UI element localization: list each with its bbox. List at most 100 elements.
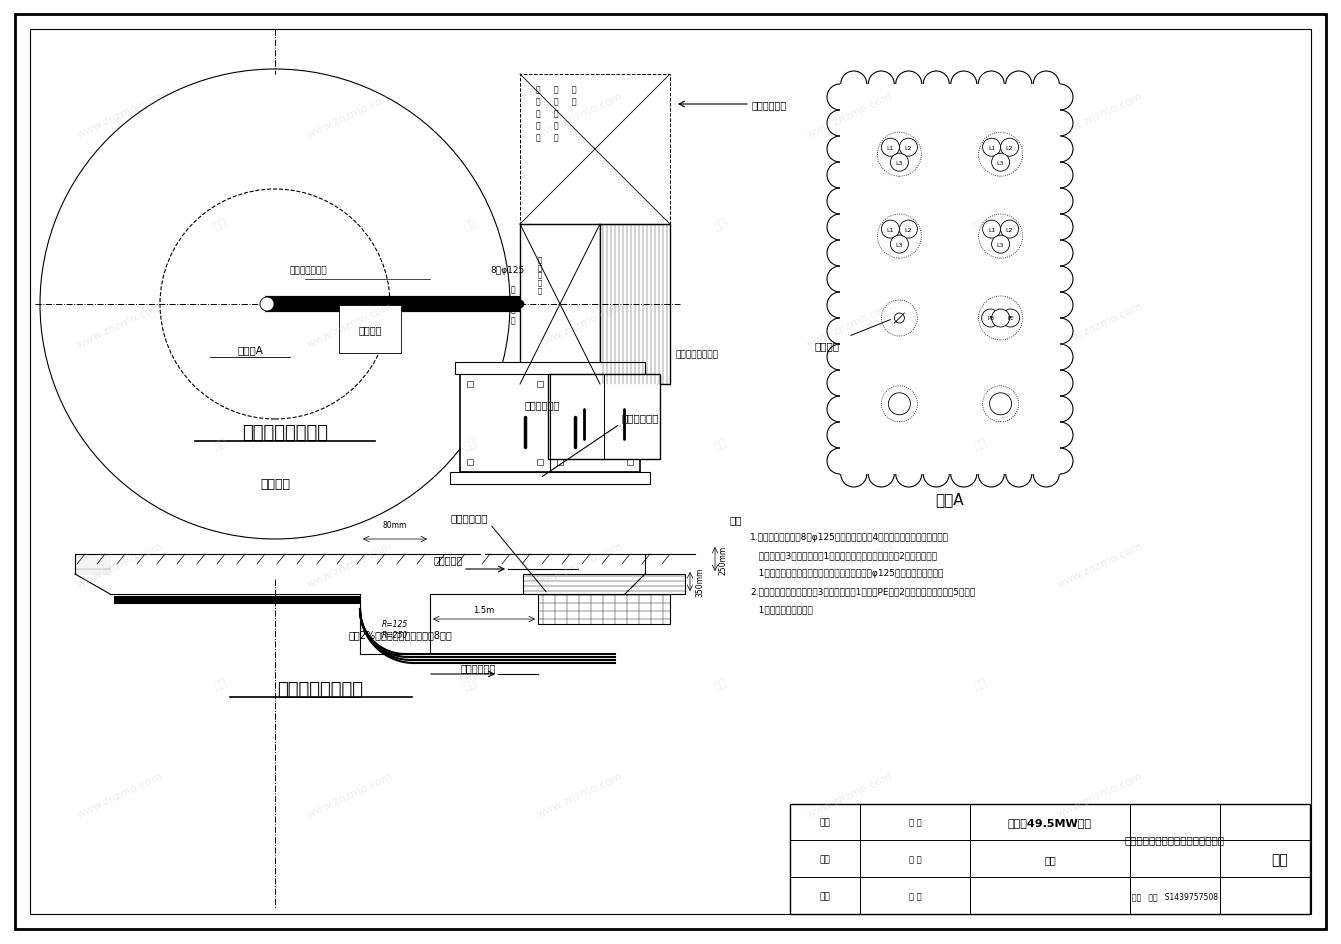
Text: 风电场49.5MW工程: 风电场49.5MW工程 — [1008, 818, 1092, 827]
Text: www.znzmo.com: www.znzmo.com — [1055, 540, 1144, 589]
Text: 2.在箱变基础侧壁管内，每3根低压电缆穿1个管，PE电缆2根穿一个管（共用去5根）；: 2.在箱变基础侧壁管内，每3根低压电缆穿1个管，PE电缆2根穿一个管（共用去5根… — [750, 586, 975, 596]
Text: 箱: 箱 — [554, 85, 558, 93]
Text: 单位   日期   S1439757508: 单位 日期 S1439757508 — [1132, 891, 1218, 901]
Text: 知木: 知木 — [972, 217, 988, 232]
Text: www.znzmo.com: www.znzmo.com — [75, 770, 165, 818]
Circle shape — [890, 154, 908, 172]
Text: 80mm: 80mm — [382, 520, 408, 530]
Text: 知木: 知木 — [712, 437, 728, 452]
Circle shape — [900, 221, 917, 239]
Bar — [628, 381, 633, 388]
Text: www.znzmo.com: www.znzmo.com — [75, 91, 165, 139]
Text: www.znzmo.com: www.znzmo.com — [306, 540, 394, 589]
Text: 侧: 侧 — [554, 133, 558, 142]
Text: 箱: 箱 — [535, 85, 540, 93]
Text: www.znzmo.com: www.znzmo.com — [75, 540, 165, 589]
Text: 1.在风机基础内共埋8根φ125聚乙烯电缆管，4根管用于敷设低压动力电缆，: 1.在风机基础内共埋8根φ125聚乙烯电缆管，4根管用于敷设低压动力电缆， — [750, 532, 949, 542]
Text: R=125
R=250: R=125 R=250 — [382, 619, 408, 639]
Circle shape — [983, 221, 1000, 239]
Text: 风机、箱变单元电气设备平面布置图: 风机、箱变单元电气设备平面布置图 — [1125, 834, 1224, 844]
Bar — [451, 473, 650, 484]
Text: 混凝土台基座: 混凝土台基座 — [622, 413, 660, 423]
Text: 知木: 知木 — [972, 437, 988, 452]
Circle shape — [1000, 221, 1019, 239]
Bar — [467, 381, 473, 388]
Text: 此段电缆直埋: 此段电缆直埋 — [461, 663, 496, 672]
Text: 电话电缆: 电话电缆 — [814, 341, 839, 350]
Text: 低: 低 — [554, 109, 558, 118]
Text: 混凝土台基座: 混凝土台基座 — [451, 513, 488, 522]
Circle shape — [894, 313, 904, 324]
Text: 知木: 知木 — [712, 217, 728, 232]
Text: 穿
管
敷
设: 穿 管 敷 设 — [511, 284, 515, 325]
Text: www.znzmo.com: www.znzmo.com — [75, 300, 165, 349]
Text: 招标: 招标 — [1045, 854, 1055, 864]
Text: 8根φ125: 8根φ125 — [489, 265, 524, 275]
Text: www.znzmo.com: www.znzmo.com — [1055, 300, 1144, 349]
Text: 1根管内穿电话电缆。剩余两根聚乙烯管备用。φ125聚乙烯土建已预埋。: 1根管内穿电话电缆。剩余两根聚乙烯管备用。φ125聚乙烯土建已预埋。 — [750, 568, 943, 578]
Text: 穿管敷设: 穿管敷设 — [358, 325, 382, 334]
Text: 审定: 审定 — [819, 891, 830, 901]
Bar — [548, 375, 660, 460]
Text: 其: 其 — [571, 85, 577, 93]
Text: L1: L1 — [988, 145, 995, 150]
Text: 知木: 知木 — [461, 217, 479, 232]
Text: 250mm: 250mm — [717, 545, 727, 574]
Bar — [520, 75, 670, 225]
Bar — [455, 362, 645, 375]
Circle shape — [890, 236, 908, 254]
Text: 压: 压 — [554, 121, 558, 130]
Text: L3: L3 — [896, 243, 902, 247]
Text: L2: L2 — [1006, 228, 1014, 232]
Text: www.znzmo.com: www.znzmo.com — [535, 300, 625, 349]
Bar — [536, 460, 543, 465]
Circle shape — [900, 139, 917, 157]
Text: 接至风机低压柜: 接至风机低压柜 — [290, 265, 327, 275]
Circle shape — [881, 139, 900, 157]
Text: www.znzmo.com: www.znzmo.com — [806, 91, 894, 139]
Text: 知木: 知木 — [212, 437, 228, 452]
Text: PE: PE — [1007, 316, 1014, 321]
Text: 每根管内穿3根单芯电缆；1根管用于敷设接地电缆，内穿2根单芯电缆，: 每根管内穿3根单芯电缆；1根管用于敷设接地电缆，内穿2根单芯电缆， — [750, 550, 937, 560]
Text: L1: L1 — [988, 228, 995, 232]
Text: 设 计: 设 计 — [909, 891, 921, 901]
Text: 审 定: 审 定 — [909, 818, 921, 827]
Text: 变: 变 — [554, 97, 558, 106]
Text: 他: 他 — [571, 97, 577, 106]
Circle shape — [991, 154, 1010, 172]
Circle shape — [991, 310, 1010, 328]
Text: 风机基础: 风机基础 — [260, 478, 290, 491]
Text: 知木: 知木 — [461, 677, 479, 692]
Text: L3: L3 — [996, 160, 1004, 165]
Text: 设计: 设计 — [819, 818, 830, 827]
Text: 注：: 注： — [730, 514, 743, 525]
Text: L1: L1 — [886, 228, 894, 232]
Text: 此段电缆直埋: 此段电缆直埋 — [524, 399, 561, 410]
Text: 知木: 知木 — [712, 677, 728, 692]
Circle shape — [991, 236, 1010, 254]
Text: 侧: 侧 — [535, 133, 540, 142]
Circle shape — [1000, 139, 1019, 157]
Bar — [523, 574, 685, 595]
Text: www.znzmo.com: www.znzmo.com — [806, 540, 894, 589]
Text: 知木: 知木 — [212, 677, 228, 692]
Text: L3: L3 — [996, 243, 1004, 247]
Text: 坡度2%且护管距离混凝土表面8厘米: 坡度2%且护管距离混凝土表面8厘米 — [349, 630, 452, 639]
Text: 此段电缆直埋: 此段电缆直埋 — [752, 100, 787, 110]
Text: www.znzmo.com: www.znzmo.com — [1055, 91, 1144, 139]
Bar — [790, 804, 1310, 914]
Text: 审核: 审核 — [819, 854, 830, 864]
Text: L2: L2 — [905, 228, 912, 232]
Text: 变: 变 — [535, 97, 540, 106]
Text: 知木: 知木 — [461, 437, 479, 452]
Polygon shape — [75, 554, 110, 574]
Text: L2: L2 — [1006, 145, 1014, 150]
Text: L1: L1 — [886, 145, 894, 150]
Bar — [557, 460, 563, 465]
Text: www.znzmo.com: www.znzmo.com — [535, 91, 625, 139]
Text: 高: 高 — [535, 109, 540, 118]
Text: 知木: 知木 — [1271, 852, 1289, 866]
Text: 知木: 知木 — [212, 217, 228, 232]
Bar — [628, 460, 633, 465]
Text: www.znzmo.com: www.znzmo.com — [806, 300, 894, 349]
